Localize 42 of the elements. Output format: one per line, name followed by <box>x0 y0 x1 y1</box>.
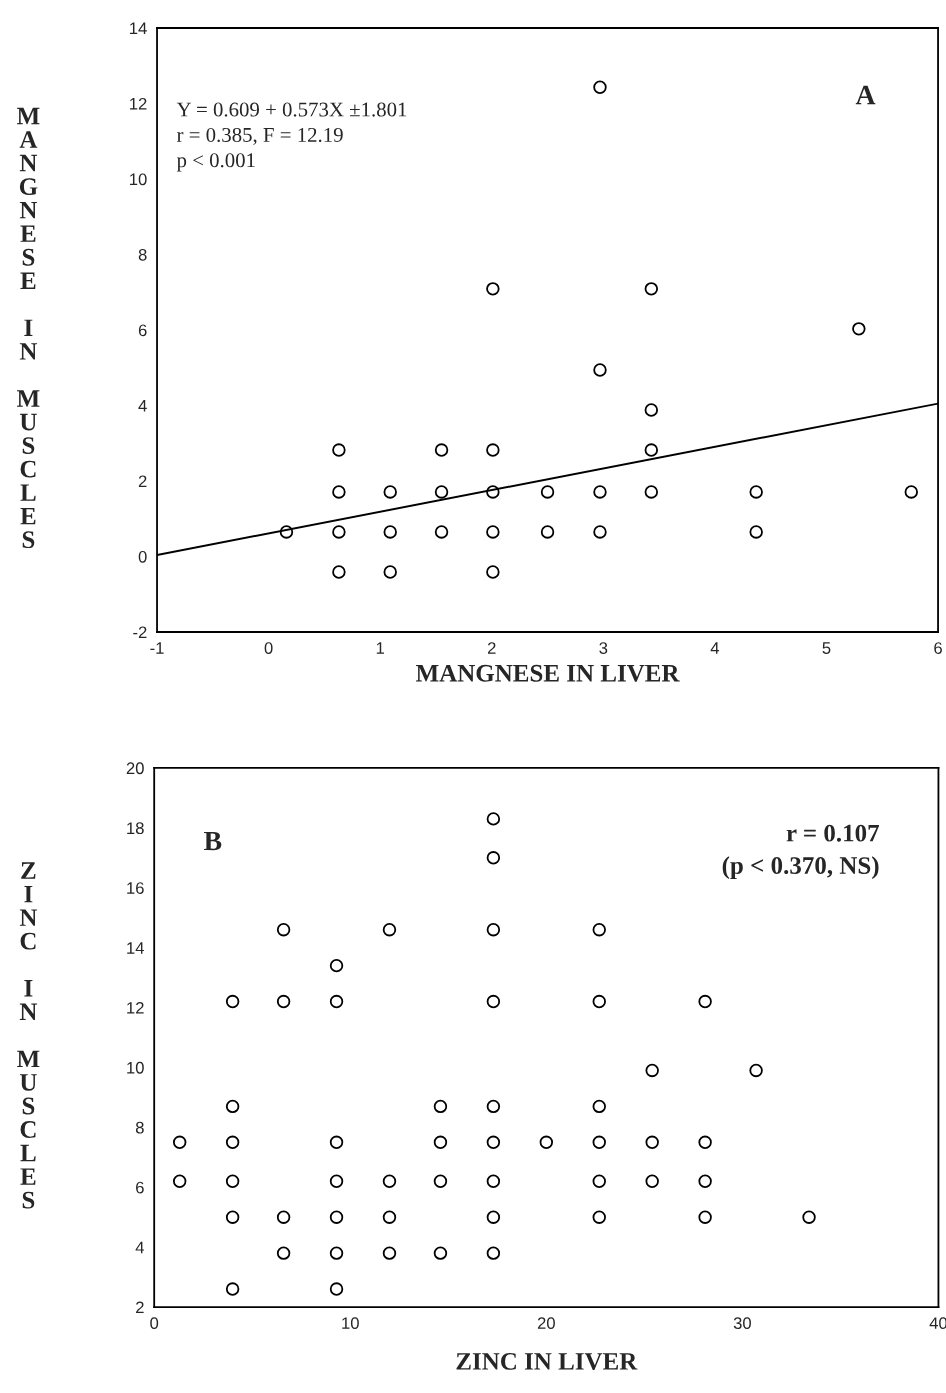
x-tick-label: 30 <box>733 1317 751 1330</box>
annotation: (p < 0.370, NS) <box>722 856 879 880</box>
y-tick-label: -2 <box>133 626 147 639</box>
x-axis-title: MANGNESE IN LIVER <box>416 664 680 682</box>
text: MANGNESE IN MUSCLES <box>17 107 40 549</box>
y-tick-label: 8 <box>138 248 147 261</box>
x-tick-label: 4 <box>710 642 720 654</box>
y-tick-label: 10 <box>127 1061 144 1074</box>
x-tick-label: 6 <box>934 642 942 654</box>
y-tick-label: 2 <box>138 475 147 488</box>
annotation: p < 0.001 <box>176 153 255 172</box>
annotation: Y = 0.609 + 0.573X ±1.801 <box>176 102 407 117</box>
y-tick-label: 8 <box>135 1121 144 1134</box>
x-tick-label: 2 <box>487 642 496 654</box>
y-tick-label: 6 <box>138 324 147 337</box>
y-tick-label: 4 <box>135 1241 144 1254</box>
annotation: r = 0.107 <box>786 824 879 842</box>
annotation: A <box>855 85 876 105</box>
y-tick-label: 4 <box>138 400 147 412</box>
x-axis-title: ZINC IN LIVER <box>456 1353 638 1370</box>
x-tick-label: 0 <box>264 642 273 654</box>
annotation: B <box>204 831 222 851</box>
y-tick-label: 12 <box>130 97 147 110</box>
text: ZINC IN MUSCLES <box>17 862 40 1209</box>
y-tick-label: 20 <box>126 762 144 775</box>
y-tick-label: 0 <box>138 550 147 563</box>
y-tick-label: 2 <box>136 1301 144 1314</box>
x-tick-label: -1 <box>150 642 164 654</box>
y-tick-label: 16 <box>127 882 144 894</box>
y-tick-label: 18 <box>127 822 144 835</box>
x-tick-label: 20 <box>537 1317 555 1330</box>
x-tick-label: 3 <box>599 642 608 654</box>
x-tick-label: 1 <box>376 642 385 654</box>
y-tick-label: 10 <box>130 173 147 186</box>
annotation: r = 0.385, F = 12.19 <box>176 127 343 145</box>
y-tick-label: 12 <box>127 1001 144 1014</box>
y-tick-label: 14 <box>130 22 147 35</box>
y-tick-label: 6 <box>136 1181 144 1194</box>
x-tick-label: 5 <box>822 642 831 654</box>
x-tick-label: 10 <box>342 1317 359 1330</box>
y-tick-label: 14 <box>127 942 144 954</box>
x-tick-label: 0 <box>150 1317 159 1330</box>
